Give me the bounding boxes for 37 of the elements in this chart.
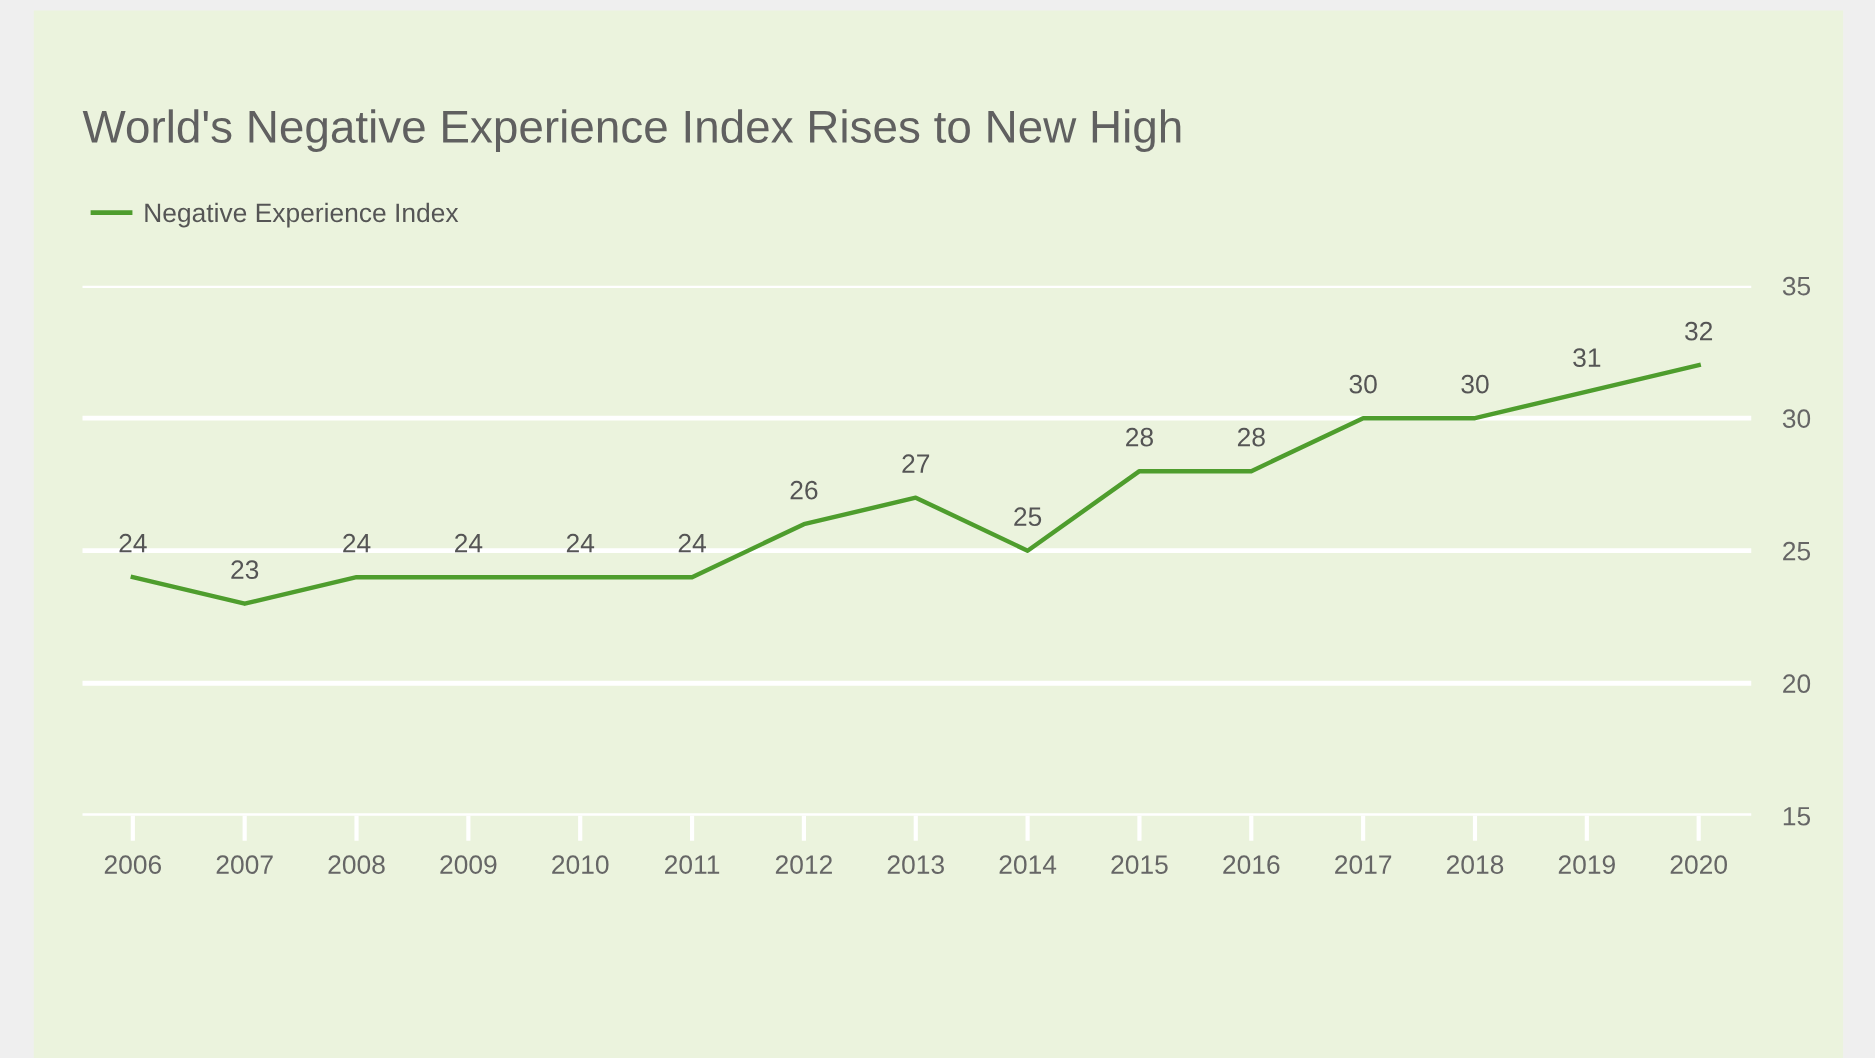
x-tick-label: 2019 (1558, 855, 1615, 874)
y-tick-label: 25 (1783, 541, 1811, 561)
x-tick-label: 2012 (775, 855, 832, 874)
x-tick-label: 2009 (440, 855, 497, 874)
x-tick-label: 2006 (104, 855, 162, 874)
data-label: 23 (231, 560, 259, 580)
y-tick-label: 15 (1783, 807, 1811, 826)
data-label: 24 (455, 533, 483, 553)
x-tick-label: 2013 (887, 855, 944, 874)
data-label: 24 (566, 533, 595, 553)
data-label: 28 (1126, 427, 1153, 447)
data-label: 31 (1573, 348, 1601, 368)
x-tick-label: 2016 (1223, 855, 1280, 874)
y-tick-label: 35 (1782, 276, 1811, 296)
data-label: 30 (1461, 374, 1489, 394)
x-tick-label: 2008 (328, 855, 385, 874)
x-tick-label: 2017 (1335, 855, 1392, 874)
data-label: 28 (1237, 427, 1265, 447)
data-label: 27 (902, 454, 930, 473)
data-label: 24 (119, 533, 147, 553)
data-label: 25 (1014, 507, 1042, 527)
x-tick-label: 2018 (1446, 855, 1504, 874)
data-label: 32 (1685, 321, 1713, 341)
y-tick-label: 20 (1783, 674, 1811, 694)
x-tick-label: 2020 (1670, 855, 1728, 874)
x-tick-label: 2015 (1111, 855, 1168, 874)
data-label: 24 (343, 533, 371, 553)
x-tick-label: 2010 (552, 855, 609, 874)
legend-label: Negative Experience Index (145, 202, 459, 228)
data-label: 30 (1349, 374, 1377, 394)
data-label: 26 (790, 480, 818, 500)
x-tick-label: 2007 (216, 855, 273, 874)
y-tick-label: 30 (1782, 409, 1811, 428)
chart-title: World's Negative Experience Index Rises to New High (82, 109, 1181, 153)
x-tick-label: 2011 (665, 855, 720, 874)
data-label: 24 (678, 533, 706, 553)
x-tick-label: 2014 (999, 855, 1057, 874)
